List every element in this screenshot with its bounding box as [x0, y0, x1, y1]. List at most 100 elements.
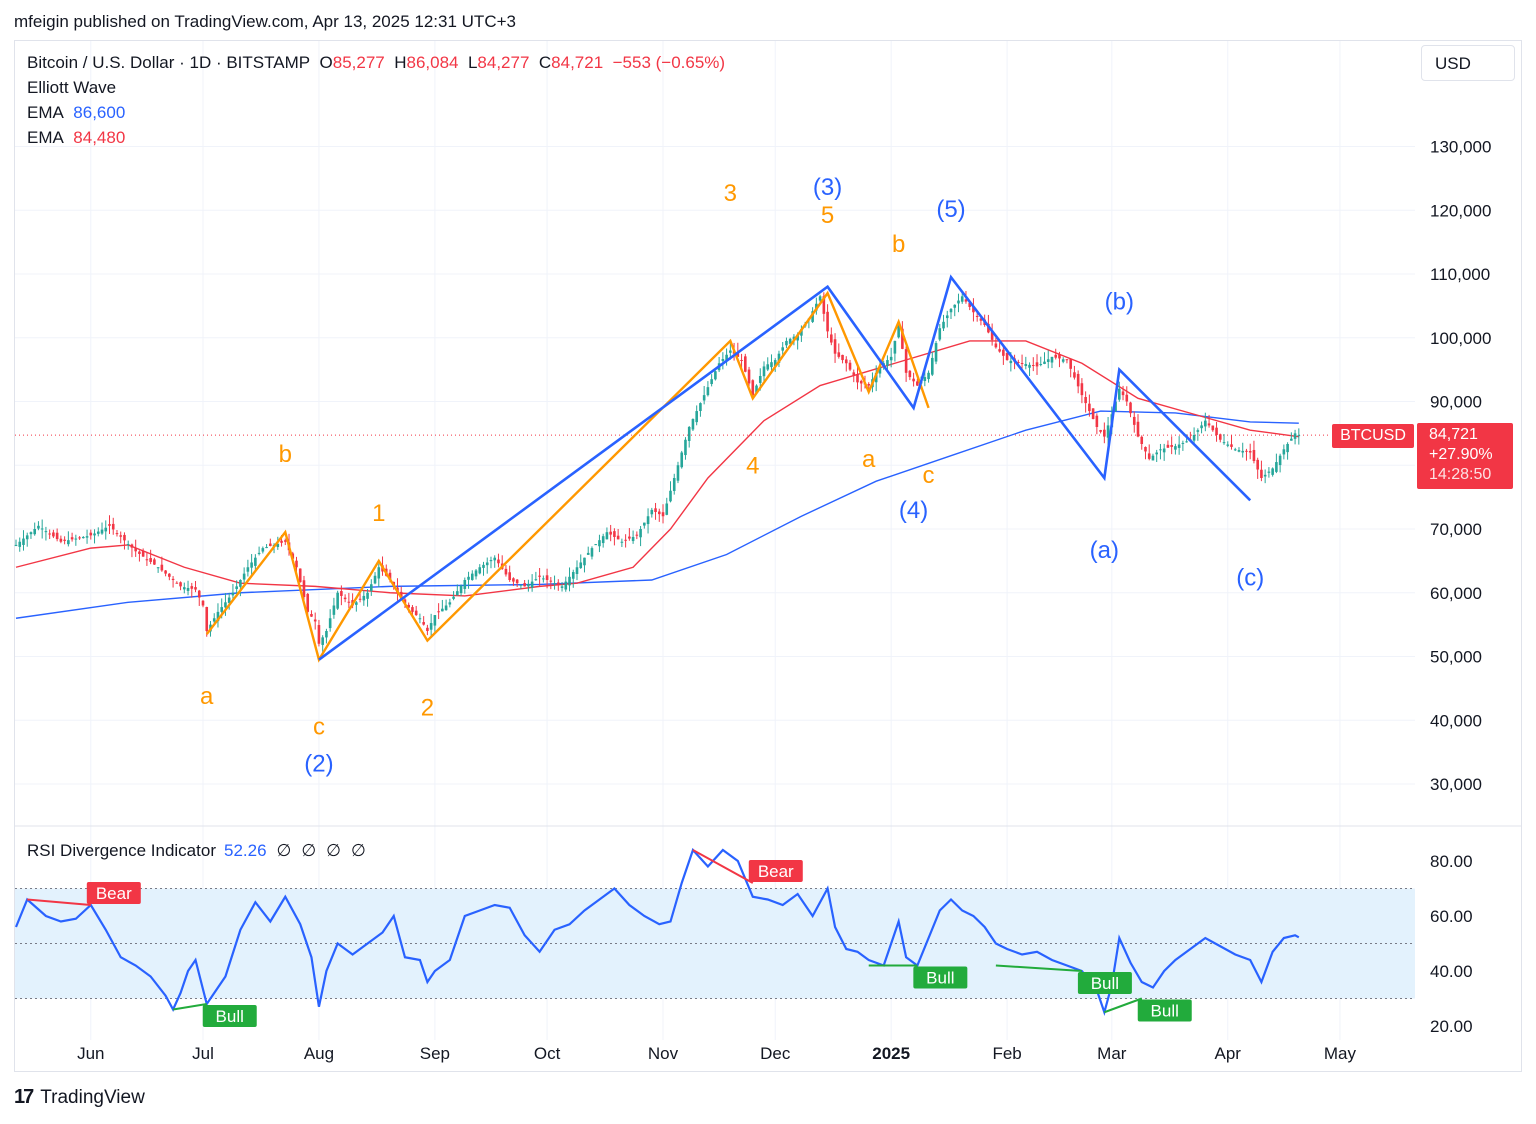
candle-body [931, 357, 934, 375]
candle-body [1245, 450, 1248, 452]
candle-body [897, 325, 900, 338]
candle-body [1286, 444, 1289, 453]
candle-body [1222, 442, 1226, 444]
candle-body [590, 548, 594, 557]
candle-body [1043, 361, 1046, 364]
candle-body [1159, 449, 1162, 451]
close-value: 84,721 [551, 53, 604, 72]
candle-body [1162, 448, 1166, 453]
candle-body [67, 540, 70, 545]
candle-body [575, 567, 579, 575]
candle-body [1106, 425, 1110, 438]
candle-body [1061, 359, 1065, 362]
major-wave-label: (c) [1236, 564, 1264, 591]
candle-body [485, 562, 489, 566]
indicator-elliott-wave[interactable]: Elliott Wave [27, 78, 117, 97]
candle-body [313, 619, 317, 622]
candle-body [788, 338, 792, 344]
candle-body [370, 584, 373, 591]
bull-label: Bull [216, 1007, 244, 1026]
major-wave-label: (b) [1105, 289, 1134, 316]
candle-body [156, 567, 160, 569]
time-tick-label: Oct [534, 1044, 561, 1063]
candle-body [1267, 471, 1271, 473]
rsi-value: 52.26 [223, 841, 267, 860]
candle-body [82, 536, 85, 539]
candle-body [1009, 360, 1013, 364]
last-price-tag: 84,721 +27.90% 14:28:50 [1417, 423, 1513, 489]
candle-body [691, 419, 695, 430]
minor-wave-label: 5 [821, 202, 834, 229]
candle-body [194, 587, 197, 590]
candle-body [534, 579, 538, 581]
candle-body [874, 372, 878, 383]
candle-body [242, 573, 246, 580]
candle-body [441, 608, 444, 612]
candle-body [1069, 358, 1072, 369]
candle-body [833, 339, 837, 354]
candle-body [785, 340, 788, 346]
candle-body [426, 627, 429, 631]
candle-body [37, 525, 40, 529]
candle-body [149, 558, 152, 562]
minor-wave-label: a [862, 446, 876, 473]
candle-body [889, 356, 893, 361]
candle-body [1211, 425, 1215, 431]
symbol-legend[interactable]: Bitcoin / U.S. Dollar · 1D · BITSTAMP O8… [27, 53, 725, 73]
candle-body [1132, 416, 1136, 425]
candle-body [1118, 388, 1121, 400]
candle-body [1058, 354, 1061, 359]
candle-body [646, 516, 650, 525]
candle-body [239, 580, 242, 587]
candle-body [168, 573, 171, 577]
minor-wave-label: 4 [746, 452, 759, 479]
time-tick-label: Jun [77, 1044, 104, 1063]
candle-body [403, 599, 407, 604]
candle-body [48, 533, 51, 535]
candle-body [901, 328, 904, 349]
candle-body [362, 595, 366, 601]
elliott-minor-waves [205, 290, 930, 663]
candle-body [631, 536, 635, 542]
bull-label: Bull [1151, 1002, 1179, 1021]
rsi-legend[interactable]: RSI Divergence Indicator 52.26 ∅ ∅ ∅ ∅ [27, 841, 366, 861]
candle-body [1050, 356, 1054, 363]
candle-body [680, 452, 684, 468]
candle-body [859, 380, 863, 384]
candle-body [635, 534, 639, 536]
candle-body [433, 615, 437, 626]
candle-body [837, 352, 841, 357]
candle-body [332, 605, 336, 615]
candle-body [519, 584, 523, 586]
high-label: H [394, 53, 407, 72]
indicator-ema-1[interactable]: EMA 86,600 [27, 103, 125, 123]
candle-body [744, 356, 747, 372]
candle-body [261, 548, 265, 552]
candle-body [1185, 441, 1188, 443]
candle-body [994, 343, 998, 348]
candle-body [1226, 444, 1230, 446]
currency-button[interactable]: USD [1421, 45, 1515, 81]
candle-body [257, 552, 261, 554]
indicator-ema-2[interactable]: EMA 84,480 [27, 128, 125, 148]
candle-body [916, 381, 919, 386]
candle-body [998, 349, 1001, 352]
candle-body [1099, 430, 1102, 432]
symbol-title: Bitcoin / U.S. Dollar · 1D · BITSTAMP [27, 53, 311, 72]
price-axis: 30,00040,00050,00060,00070,00080,00090,0… [1430, 138, 1491, 795]
major-wave-label: (3) [813, 174, 842, 201]
candle-body [893, 340, 897, 354]
candle-body [18, 541, 22, 547]
bear-label: Bear [758, 862, 794, 881]
candle-body [463, 580, 467, 589]
price-tick-label: 120,000 [1430, 201, 1491, 220]
time-tick-label: Aug [304, 1044, 334, 1063]
candle-body [620, 541, 624, 543]
candle-body [1140, 436, 1144, 444]
bull-label-box [1077, 972, 1132, 994]
candle-body [467, 576, 470, 580]
bull-label: Bull [926, 969, 954, 988]
footer[interactable]: 17 TradingView [14, 1086, 145, 1109]
close-label: C [538, 53, 552, 72]
